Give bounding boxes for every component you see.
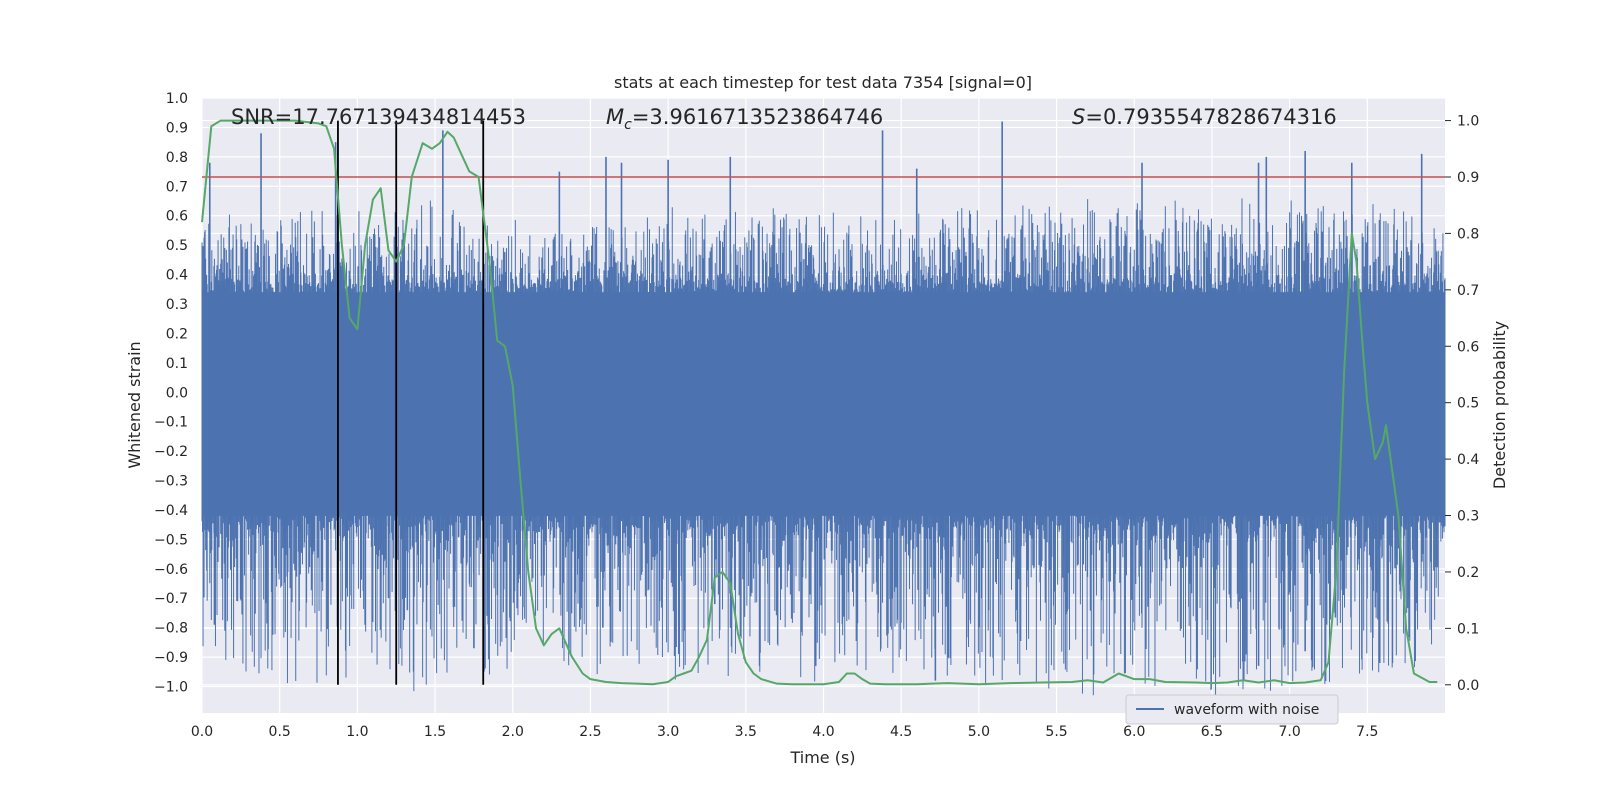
waveform-line xyxy=(201,198,1446,700)
x-axis-ticks: 0.0 0.5 1.0 1.5 2.0 2.5 3.0 3.5 4.0 4.5 5.0 5.5 6.0 6… xyxy=(191,724,1379,740)
x-tick-label: 5.0 xyxy=(968,724,990,740)
y2-tick-label: 0.2 xyxy=(1457,565,1479,581)
chirp-mass-subscript: c xyxy=(624,117,632,133)
x-tick-label: 6.0 xyxy=(1123,724,1145,740)
x-tick-label: 2.0 xyxy=(502,724,524,740)
y-axis-label: Whitened strain xyxy=(125,341,144,468)
y-axis-ticks: 1.0 0.9 0.8 0.7 0.6 0.5 0.4 0.3 0.2 0.1 0.0 −0.1 −0.… xyxy=(154,91,188,696)
y-tick-label: −0.2 xyxy=(154,444,188,460)
y-tick-label: −0.8 xyxy=(154,621,188,637)
s-value: =0.7935547828674316 xyxy=(1085,105,1336,129)
y-tick-label: −0.1 xyxy=(154,415,188,431)
legend-box xyxy=(1125,694,1339,725)
x-tick-label: 7.0 xyxy=(1278,724,1300,740)
s-symbol: S xyxy=(1072,105,1085,129)
y-tick-label: −0.5 xyxy=(154,532,188,548)
y-tick-label: 0.7 xyxy=(166,179,188,195)
legend: waveform with noise xyxy=(1125,694,1339,725)
y2-tick-label: 0.4 xyxy=(1457,452,1479,468)
y-tick-label: 0.1 xyxy=(166,356,188,372)
y-tick-label: 0.8 xyxy=(166,150,188,166)
y-tick-label: −1.0 xyxy=(154,680,188,696)
chart-title: stats at each timestep for test data 735… xyxy=(614,73,1032,92)
y2-tick-label: 0.9 xyxy=(1457,170,1479,186)
s-annotation: S=0.7935547828674316 xyxy=(1072,105,1337,129)
chirp-mass-symbol: M xyxy=(606,105,624,129)
y-tick-label: −0.7 xyxy=(154,591,188,607)
snr-annotation: SNR=17.767139434814453 xyxy=(231,105,526,129)
x-tick-label: 4.5 xyxy=(890,724,912,740)
y2-tick-label: 0.5 xyxy=(1457,396,1479,412)
y-tick-label: 0.0 xyxy=(166,385,188,401)
x-tick-label: 5.5 xyxy=(1045,724,1067,740)
y2-tick-label: 0.0 xyxy=(1457,678,1479,694)
y2-tick-label: 0.1 xyxy=(1457,621,1479,637)
y-tick-label: −0.6 xyxy=(154,562,188,578)
legend-label: waveform with noise xyxy=(1174,702,1319,718)
y2-tick-label: 0.8 xyxy=(1457,226,1479,242)
y-tick-label: 0.4 xyxy=(166,268,188,284)
chirp-mass-value: =3.9616713523864746 xyxy=(632,105,883,129)
x-tick-label: 1.0 xyxy=(346,724,368,740)
x-tick-label: 3.5 xyxy=(735,724,757,740)
chirp-mass-annotation: Mc=3.9616713523864746 xyxy=(606,105,883,133)
x-tick-label: 1.5 xyxy=(424,724,446,740)
x-tick-label: 6.5 xyxy=(1201,724,1223,740)
y-tick-label: −0.3 xyxy=(154,474,188,490)
y-tick-label: 0.9 xyxy=(166,120,188,136)
y-tick-label: 0.3 xyxy=(166,297,188,313)
y2-tick-label: 1.0 xyxy=(1457,114,1479,130)
x-axis-label: Time (s) xyxy=(789,748,855,767)
waveform-series xyxy=(201,121,1446,700)
y-tick-label: −0.9 xyxy=(154,650,188,666)
y-tick-label: 0.2 xyxy=(166,326,188,342)
y2-axis-label: Detection probability xyxy=(1490,321,1509,489)
y2-tick-label: 0.7 xyxy=(1457,283,1479,299)
y-tick-label: 0.5 xyxy=(166,238,188,254)
probability-line xyxy=(201,119,1438,686)
probability-series xyxy=(201,119,1438,686)
x-tick-label: 4.0 xyxy=(812,724,834,740)
y-tick-label: 0.6 xyxy=(166,209,188,225)
x-tick-label: 3.0 xyxy=(657,724,679,740)
y-tick-label: 1.0 xyxy=(166,91,188,107)
y2-tick-label: 0.3 xyxy=(1457,509,1479,525)
x-tick-label: 2.5 xyxy=(579,724,601,740)
y2-tick-label: 0.6 xyxy=(1457,339,1479,355)
x-tick-label: 0.0 xyxy=(191,724,213,740)
x-tick-label: 7.5 xyxy=(1356,724,1378,740)
y-tick-label: −0.4 xyxy=(154,503,188,519)
x-tick-label: 0.5 xyxy=(269,724,291,740)
y2-axis-ticks: 1.0 0.9 0.8 0.7 0.6 0.5 0.4 0.3 0.2 0.1 0.0 xyxy=(1445,114,1479,694)
